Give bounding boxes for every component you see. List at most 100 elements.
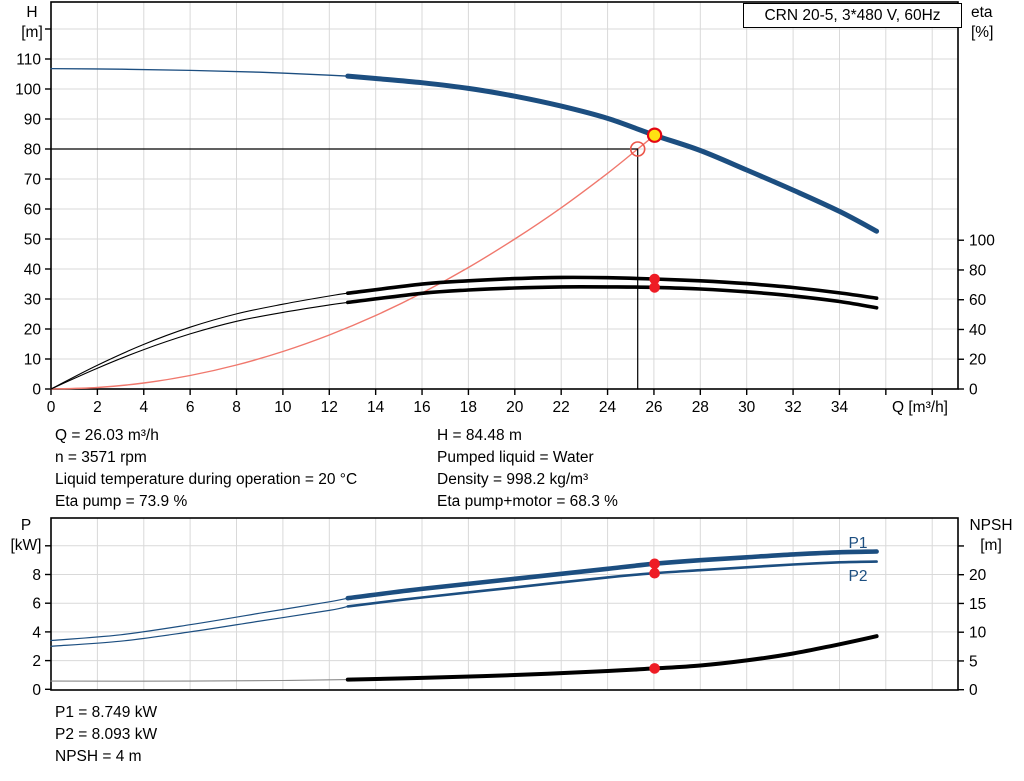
h-axis-label-line2: [m]: [21, 24, 43, 41]
tick-label: 6: [186, 399, 195, 416]
tick-label: 100: [969, 233, 995, 250]
p2-curve: [50, 605, 349, 647]
tick-label: 60: [24, 202, 42, 219]
p-axis-label-line1: P: [20, 517, 32, 534]
tick-label: 0: [32, 382, 41, 399]
p2-curve: [346, 560, 878, 608]
p1-curve: [345, 549, 879, 601]
eta-axis-label-line1: eta: [971, 4, 993, 21]
eta-axis-label: eta [%]: [971, 3, 1023, 43]
tick-label: 0: [47, 399, 56, 416]
tick-label: 16: [413, 399, 430, 416]
x-axis-title: Q [m³/h]: [892, 399, 948, 416]
tick-label: 70: [24, 172, 42, 189]
operating-point-marker[interactable]: [646, 127, 663, 143]
plot-frame: [50, 517, 959, 691]
p2-info: P2 = 8.093 kW: [55, 726, 158, 743]
p2-point-marker: [649, 567, 660, 579]
tick-label: 4: [32, 624, 41, 641]
tick-label: 22: [553, 399, 570, 416]
tick-label: 18: [460, 399, 477, 416]
tick-label: 26: [645, 399, 662, 416]
tick-label: 2: [32, 653, 41, 670]
power-npsh-chart[interactable]: 0 2 4 6 8 0 5 10 15 20 P1 P2: [0, 515, 1024, 715]
npsh-curve: [345, 634, 879, 682]
p1-info: P1 = 8.749 kW: [55, 704, 158, 721]
tick-label: 40: [24, 262, 42, 279]
pump-model-title: CRN 20-5, 3*480 V, 60Hz: [743, 3, 962, 28]
tick-label: 12: [321, 399, 338, 416]
eta-axis-label-line2: [%]: [971, 24, 994, 41]
tick-label: 0: [32, 682, 41, 699]
h-axis-label-line1: H: [26, 4, 38, 21]
eta-pump-curve: [346, 275, 879, 300]
tick-label: 2: [93, 399, 102, 416]
head-info: H = 84.48 m: [437, 427, 522, 444]
tick-label: 80: [24, 142, 42, 159]
tick-label: 5: [969, 653, 978, 670]
duty-info-right: H = 84.48 m Pumped liquid = Water Densit…: [437, 425, 618, 513]
tick-label: 60: [969, 292, 987, 309]
pump-curve: [345, 73, 880, 234]
tick-label: 110: [16, 52, 41, 69]
eta-pump-info: Eta pump = 73.9 %: [55, 493, 188, 510]
tick-label: 30: [738, 399, 756, 416]
p-axis-label: P [kW]: [2, 516, 50, 556]
tick-label: 40: [969, 322, 987, 339]
tick-label: 20: [969, 567, 987, 584]
tick-label: 4: [139, 399, 148, 416]
tick-label: 6: [32, 596, 41, 613]
tick-label: 24: [599, 399, 617, 416]
tick-label: 0: [969, 382, 978, 399]
tick-label: 14: [367, 399, 385, 416]
series-label-p2: P2: [849, 568, 868, 585]
eta-pump-motor-info: Eta pump+motor = 68.3 %: [437, 493, 618, 510]
tick-label: 20: [969, 352, 987, 369]
eta-pump-point-marker: [649, 273, 660, 285]
eta-pump-motor-curve: [346, 284, 879, 310]
series-label-p1: P1: [849, 535, 868, 552]
tick-label: 100: [15, 82, 41, 99]
npsh-point-marker: [649, 663, 660, 674]
npsh-info: NPSH = 4 m: [55, 748, 142, 765]
system-curve: [50, 134, 656, 390]
tick-label: 32: [784, 399, 801, 416]
duty-point-marker[interactable]: [629, 141, 646, 157]
npsh-axis-label-line2: [m]: [980, 537, 1002, 554]
plot-frame: [50, 1, 959, 390]
tick-label: 10: [274, 399, 292, 416]
h-axis-label: H [m]: [8, 3, 56, 43]
eta-pump-motor-curve: [50, 301, 349, 390]
tick-label: 20: [24, 322, 42, 339]
tick-label: 30: [24, 292, 42, 309]
npsh-curve: [50, 679, 349, 682]
tick-label: 0: [969, 682, 978, 699]
p1-point-marker: [649, 558, 660, 570]
tick-label: 80: [969, 262, 987, 279]
tick-label: 90: [24, 112, 42, 129]
npsh-axis-label: NPSH [m]: [960, 516, 1022, 556]
tick-label: 10: [24, 352, 42, 369]
pump-curve: [50, 67, 349, 77]
tick-label: 8: [232, 399, 241, 416]
density-info: Density = 998.2 kg/m³: [437, 471, 589, 488]
eta-pump-curve: [50, 292, 349, 390]
duty-reference-line: [50, 148, 639, 390]
tick-label: 15: [969, 596, 986, 613]
tick-label: 20: [506, 399, 524, 416]
speed-info: n = 3571 rpm: [55, 449, 147, 466]
eta-pump-motor-point-marker: [649, 282, 660, 293]
power-info: P1 = 8.749 kW P2 = 8.093 kW NPSH = 4 m: [55, 702, 157, 768]
flow-info: Q = 26.03 m³/h: [55, 427, 159, 444]
pumped-liquid-info: Pumped liquid = Water: [437, 449, 594, 466]
tick-label: 50: [24, 232, 42, 249]
p-axis-label-line2: [kW]: [10, 537, 42, 554]
duty-info-left: Q = 26.03 m³/h n = 3571 rpm Liquid tempe…: [55, 425, 357, 513]
tick-label: 28: [692, 399, 709, 416]
liquid-temperature-info: Liquid temperature during operation = 20…: [55, 471, 358, 488]
tick-label: 8: [32, 567, 41, 584]
p1-curve: [50, 597, 349, 642]
npsh-axis-label-line1: NPSH: [969, 517, 1013, 534]
